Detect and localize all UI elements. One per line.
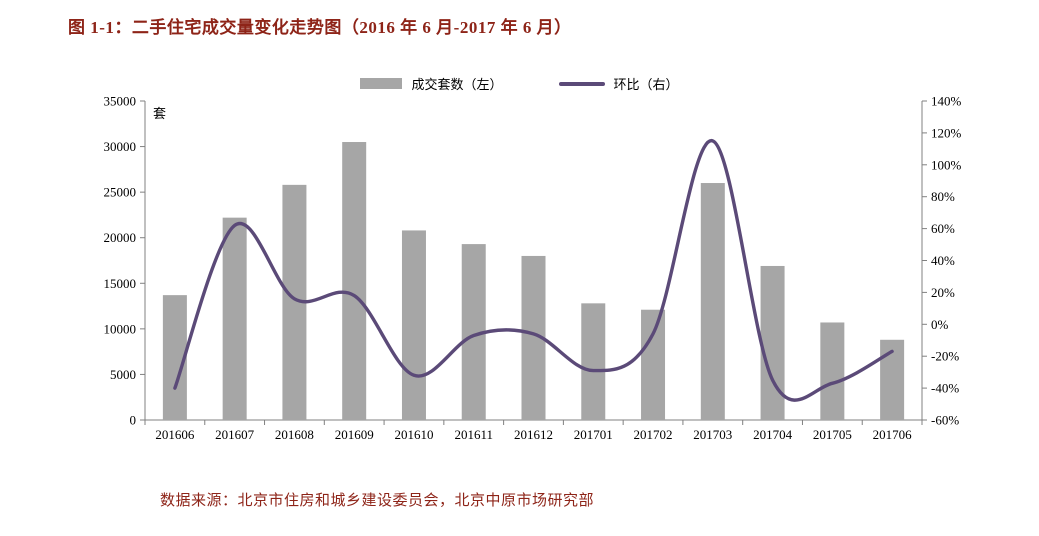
legend-item-bars: 成交套数（左） xyxy=(360,74,503,93)
left-axis-unit-label: 套 xyxy=(153,106,166,121)
combo-chart: 0 5000 10000 15000 20000 25000 30000 35000 套 -60%… xyxy=(104,94,962,443)
left-tick-label: 30000 xyxy=(104,139,137,154)
line-series-swatch-icon xyxy=(558,81,605,86)
chart-legend: 成交套数（左） 环比（右） xyxy=(0,74,1039,93)
right-tick-label: -20% xyxy=(931,349,959,364)
category-label: 201607 xyxy=(215,427,255,442)
left-tick-label: 0 xyxy=(130,413,137,428)
right-tick-label: -60% xyxy=(931,413,959,428)
category-label: 201606 xyxy=(155,427,195,442)
data-source-note: 数据来源：北京市住房和城乡建设委员会，北京中原市场研究部 xyxy=(160,493,595,509)
category-label: 201608 xyxy=(275,427,314,442)
category-label: 201611 xyxy=(454,427,493,442)
category-label: 201702 xyxy=(634,427,673,442)
category-label: 201704 xyxy=(753,427,793,442)
right-tick-label: 120% xyxy=(931,125,962,140)
left-tick-label: 10000 xyxy=(104,321,137,336)
bar xyxy=(700,183,725,420)
chart-title: 图 1-1：二手住宅成交量变化走势图（2016 年 6 月-2017 年 6 月… xyxy=(68,18,572,37)
right-tick-label: 140% xyxy=(931,94,962,109)
right-tick-label: 20% xyxy=(931,285,955,300)
right-tick-label: 80% xyxy=(931,189,955,204)
category-label: 201705 xyxy=(813,427,852,442)
legend-item-line: 环比（右） xyxy=(558,74,679,93)
right-tick-label: 60% xyxy=(931,221,955,236)
bar xyxy=(401,230,426,420)
bar xyxy=(760,265,785,420)
category-label: 201610 xyxy=(394,427,433,442)
left-tick-label: 5000 xyxy=(110,367,136,382)
category-label: 201701 xyxy=(574,427,613,442)
bar xyxy=(641,309,666,420)
category-label: 201706 xyxy=(873,427,913,442)
legend-label-line: 环比（右） xyxy=(613,77,679,92)
legend-label-bars: 成交套数（左） xyxy=(411,77,503,92)
bar-series-swatch-icon xyxy=(360,78,403,89)
left-tick-label: 35000 xyxy=(104,94,137,109)
bar xyxy=(222,217,247,420)
right-tick-label: 0% xyxy=(931,317,949,332)
category-label: 201609 xyxy=(335,427,374,442)
bar xyxy=(820,322,845,420)
right-tick-label: -40% xyxy=(931,381,959,396)
bar xyxy=(581,303,606,420)
category-label: 201612 xyxy=(514,427,553,442)
right-tick-label: 40% xyxy=(931,253,955,268)
category-label: 201703 xyxy=(693,427,732,442)
left-tick-label: 20000 xyxy=(104,230,137,245)
right-tick-label: 100% xyxy=(931,157,962,172)
left-tick-label: 15000 xyxy=(104,276,137,291)
left-tick-label: 25000 xyxy=(104,185,137,200)
bar xyxy=(342,142,367,420)
momentum-trend-line xyxy=(173,139,894,402)
